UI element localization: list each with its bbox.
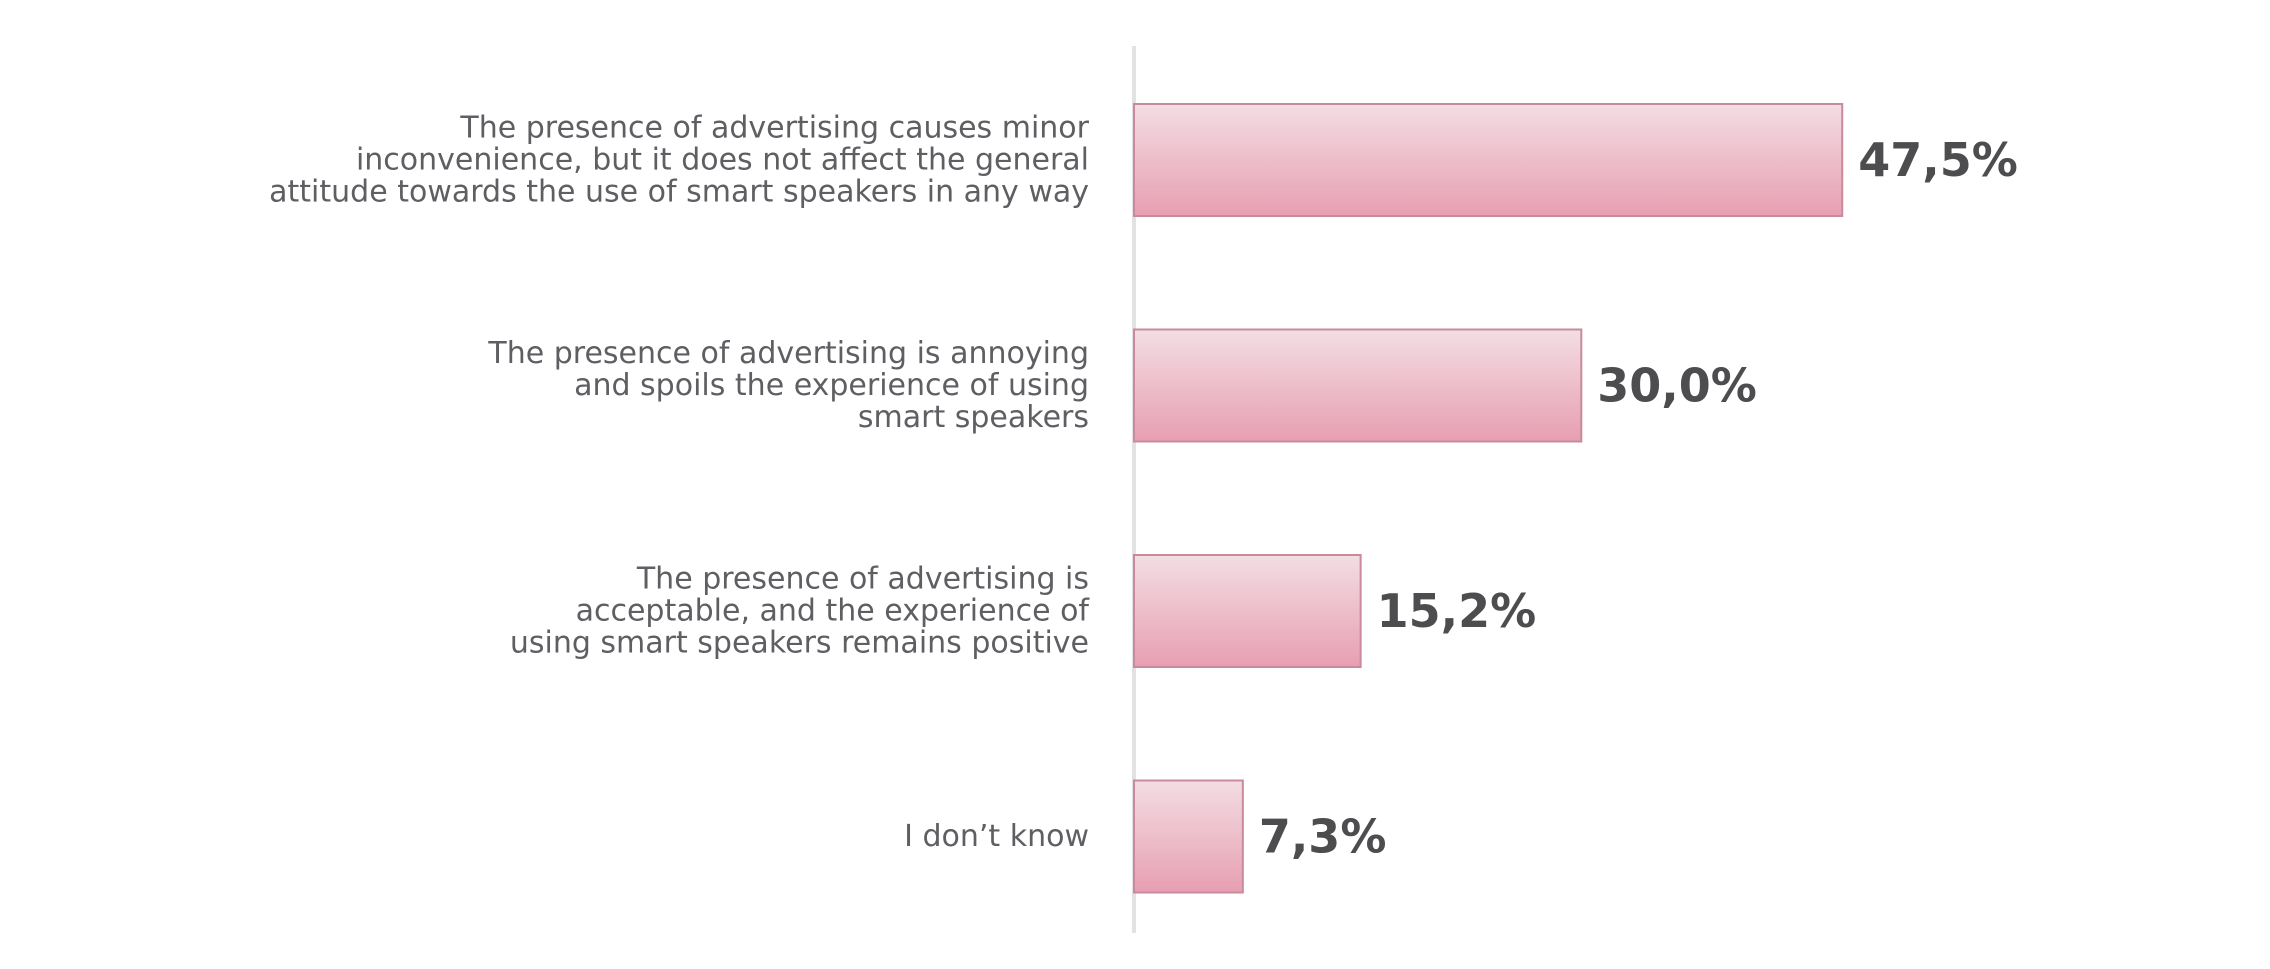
category-label-line: attitude towards the use of smart speake…	[269, 175, 1089, 210]
value-label: 7,3%	[1259, 810, 1387, 864]
category-label-line: The presence of advertising causes minor	[459, 111, 1089, 146]
bar	[1133, 103, 1844, 217]
category-label: I don’t know	[904, 819, 1089, 854]
bar	[1133, 328, 1583, 443]
category-label-line: acceptable, and the experience of	[576, 594, 1091, 629]
category-label-line: smart speakers	[858, 400, 1089, 435]
category-label-line: The presence of advertising is	[636, 562, 1089, 597]
category-label-line: using smart speakers remains positive	[510, 626, 1089, 661]
category-label-line: I don’t know	[904, 819, 1089, 854]
category-label: The presence of advertising causes minor…	[269, 111, 1090, 210]
value-labels-group: 47,5% 30,0% 15,2% 7,3%	[1259, 133, 2018, 864]
category-label: The presence of advertising is acceptable…	[510, 562, 1091, 661]
category-label-line: inconvenience, but it does not affect th…	[356, 143, 1089, 178]
bars-group	[1133, 103, 1844, 894]
value-label: 47,5%	[1858, 133, 2018, 187]
bar	[1133, 779, 1244, 894]
category-label: The presence of advertising is annoying a…	[487, 336, 1089, 435]
value-label: 30,0%	[1597, 359, 1757, 413]
category-label-line: and spoils the experience of using	[574, 368, 1089, 403]
value-label: 15,2%	[1377, 584, 1537, 638]
bar	[1133, 554, 1362, 668]
category-labels-group: The presence of advertising causes minor…	[269, 111, 1090, 855]
category-label-line: The presence of advertising is annoying	[487, 336, 1089, 371]
